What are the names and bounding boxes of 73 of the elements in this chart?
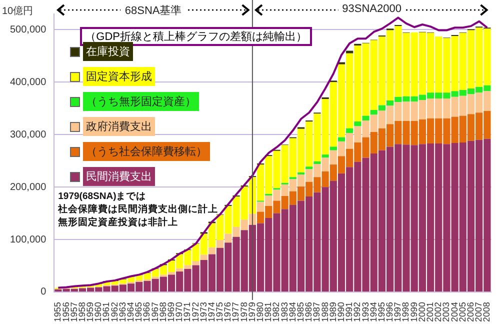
x-tick-label: 1973	[198, 302, 208, 322]
x-tick-label: 2004	[449, 302, 460, 322]
y-tick-label: 500,000	[10, 24, 47, 36]
annotation: （GDP折線と積上棒グラフの差額は純輸出）	[80, 27, 312, 46]
y-axis-title: 10億円	[2, 4, 34, 18]
x-tick-label: 1964	[126, 302, 136, 322]
x-tick-label: 1986	[304, 302, 314, 322]
legend-label: 固定資本形成	[86, 71, 152, 83]
x-tick-label: 1980	[255, 302, 266, 322]
x-tick-label: 1983	[279, 302, 290, 322]
x-tick-label: 1956	[60, 302, 71, 322]
x-tick-label: 2001	[425, 302, 436, 322]
x-tick-label: 1994	[368, 302, 378, 322]
legend-label: 民間消費支出	[86, 171, 152, 183]
y-tick-label: 400,000	[10, 76, 47, 88]
x-tick-label: 2008	[482, 302, 492, 322]
x-tick-label: 1958	[76, 302, 87, 322]
x-tick-label: 2006	[465, 302, 476, 322]
annotation: 68SNA基準	[120, 3, 186, 18]
x-tick-label: 1967	[150, 302, 160, 322]
x-tick-label: 2003	[441, 302, 452, 322]
x-tick-label: 1989	[328, 302, 338, 322]
x-tick-label: 2005	[457, 302, 468, 322]
y-tick-label: 300,000	[10, 129, 47, 140]
x-tick-label: 1996	[384, 302, 395, 322]
x-tick-label: 1968	[158, 302, 168, 322]
x-tick-label: 2002	[433, 302, 444, 322]
annotation: 93SNA2000	[338, 3, 406, 15]
y-tick-label: 0	[40, 286, 47, 298]
x-tick-label: 1990	[336, 302, 346, 322]
legend-label: 政府消費支出	[86, 121, 152, 133]
x-tick-label: 1955	[52, 302, 63, 322]
x-tick-label: 1963	[117, 302, 128, 322]
x-tick-label: 1979	[246, 302, 257, 322]
x-tick-label: 1999	[408, 302, 419, 322]
y-tick-label: 200,000	[10, 182, 47, 193]
x-tick-label: 1972	[190, 302, 200, 322]
y-tick-label: 100,000	[10, 234, 47, 246]
x-tick-label: 1960	[93, 302, 104, 322]
x-tick-label: 1965	[134, 302, 144, 322]
x-tick-label: 1976	[222, 302, 233, 322]
x-tick-label: 1985	[296, 302, 306, 322]
x-tick-label: 1977	[230, 302, 241, 322]
x-tick-label: 1995	[376, 302, 386, 322]
x-tick-label: 1993	[360, 302, 370, 322]
annotation: 社会保障費は民間消費支出側に計上	[58, 203, 218, 216]
x-tick-label: 1984	[287, 302, 298, 322]
x-tick-label: 1988	[320, 302, 330, 322]
x-tick-label: 1971	[182, 302, 192, 322]
annotation: 無形固定資産投資は非計上	[58, 216, 178, 229]
x-tick-label: 1969	[166, 302, 176, 322]
x-tick-label: 1959	[85, 302, 96, 322]
x-tick-label: 2000	[416, 302, 427, 322]
legend-label: （うち無形固定資産）	[86, 96, 196, 108]
x-tick-label: 1961	[101, 302, 112, 322]
x-tick-label: 1992	[352, 302, 362, 322]
legend-label: 在庫投資	[86, 46, 130, 58]
x-tick-label: 1978	[238, 302, 249, 322]
x-tick-label: 2007	[474, 302, 484, 322]
x-tick-label: 1974	[206, 302, 216, 322]
x-tick-label: 1970	[174, 302, 184, 322]
annotation: 1979(68SNA)までは	[58, 190, 146, 203]
x-tick-label: 1975	[214, 302, 225, 322]
x-tick-label: 1987	[312, 302, 322, 322]
x-tick-label: 1997	[392, 302, 403, 322]
x-tick-label: 1991	[344, 302, 354, 322]
x-tick-label: 1962	[109, 302, 120, 322]
x-tick-label: 1957	[68, 302, 79, 322]
legend-label: （うち社会保障費移転）	[86, 146, 208, 158]
x-tick-label: 1982	[271, 302, 282, 322]
x-tick-label: 1998	[400, 302, 411, 322]
x-tick-label: 1981	[263, 302, 274, 322]
x-tick-label: 1966	[142, 302, 152, 322]
